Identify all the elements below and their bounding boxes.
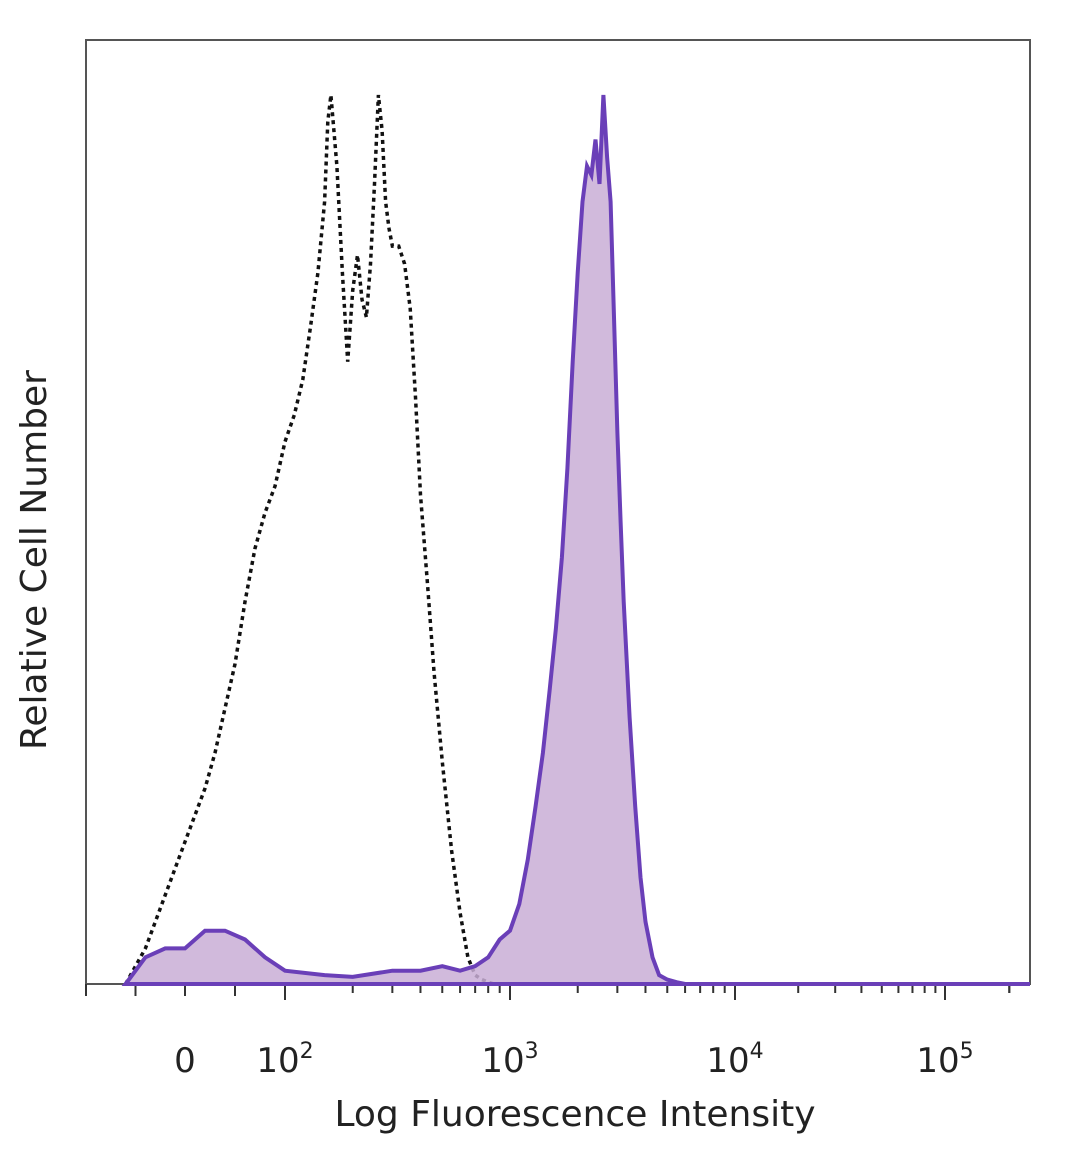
y-axis-title: Relative Cell Number (14, 370, 55, 750)
x-tick-label: 104 (706, 1039, 763, 1081)
control-histogram-outline (124, 94, 510, 986)
stained-histogram-area (121, 94, 1030, 986)
x-tick-label: 0 (174, 1041, 196, 1081)
x-minor-ticks (85, 984, 1011, 1000)
x-tick-label: 102 (256, 1039, 313, 1081)
x-tick-label: 105 (916, 1039, 973, 1081)
x-axis-title: Log Fluorescence Intensity (334, 1094, 815, 1135)
x-tick-label: 103 (481, 1039, 538, 1081)
x-tick-labels: 0 102 103 104 105 (174, 1039, 973, 1081)
